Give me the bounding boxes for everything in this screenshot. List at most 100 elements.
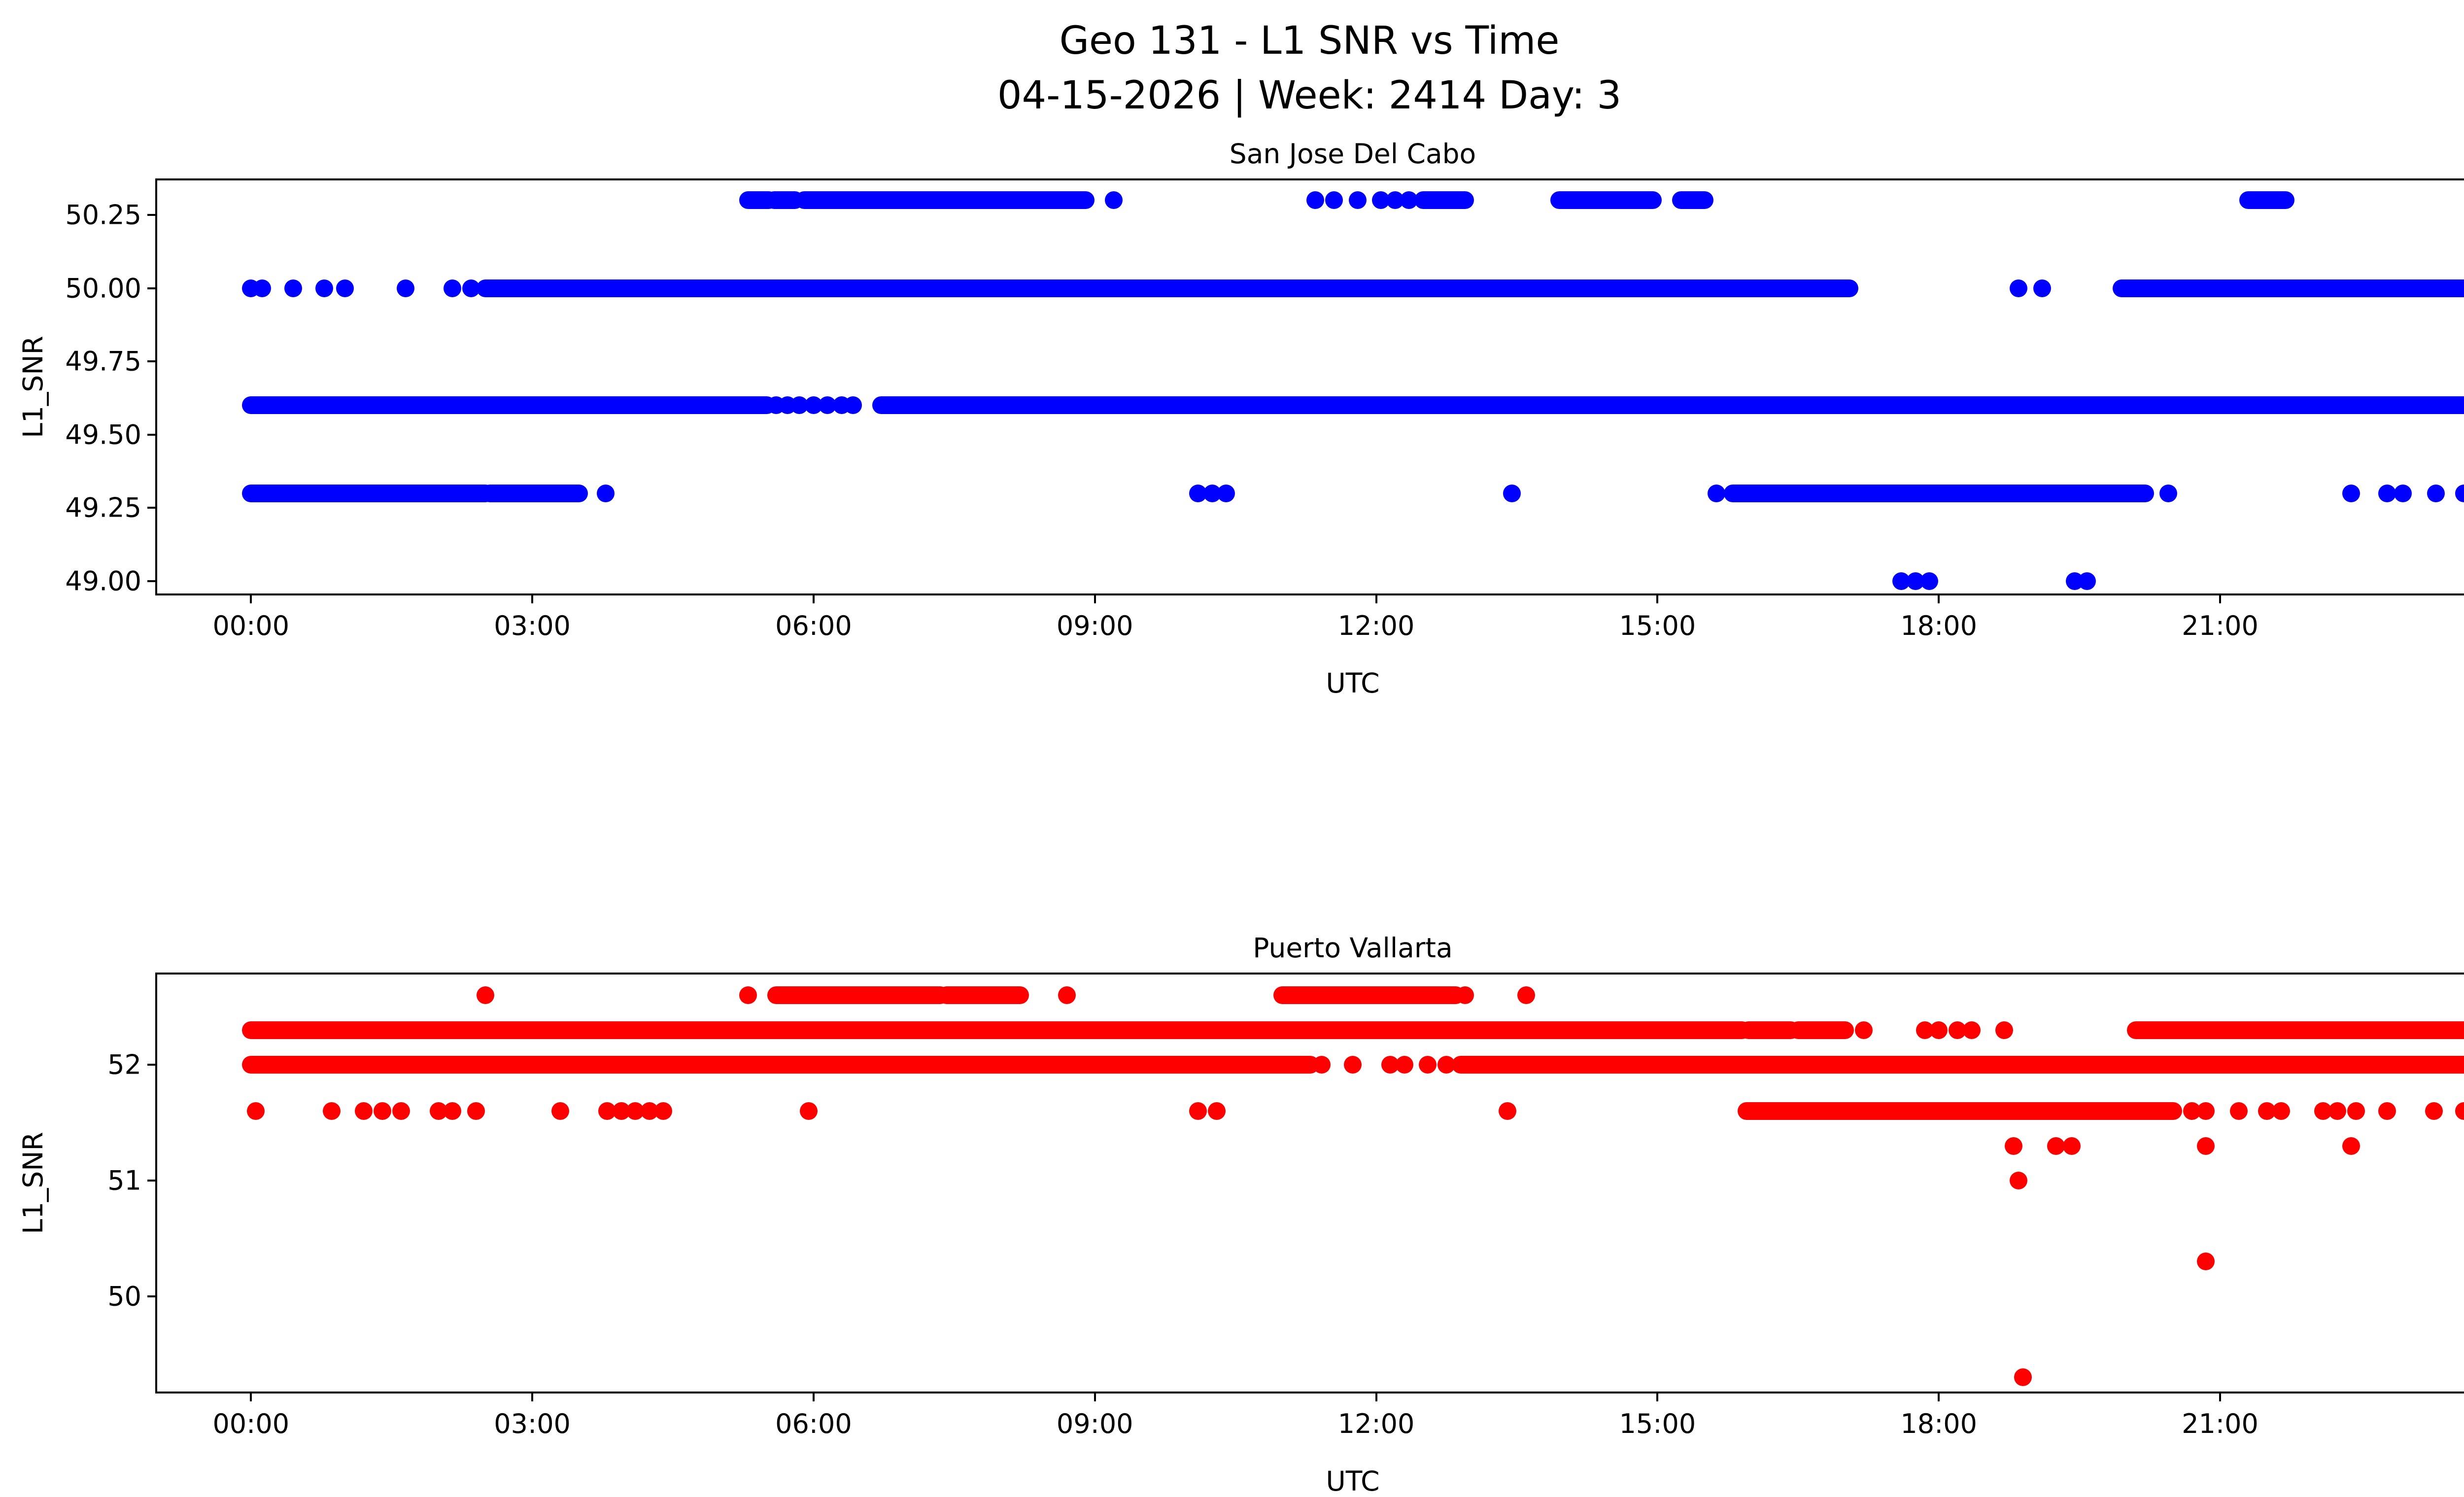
y-tick-mark xyxy=(147,507,157,509)
data-point xyxy=(2378,1102,2396,1120)
data-point xyxy=(462,279,480,297)
x-tick-label: 00:00 xyxy=(212,1408,290,1439)
data-run xyxy=(2126,1021,2464,1039)
data-point xyxy=(1306,191,1324,209)
y-tick-mark xyxy=(147,1295,157,1297)
x-tick-label: 18:00 xyxy=(1900,1408,1978,1439)
x-tick-label: 03:00 xyxy=(494,1408,571,1439)
x-tick-label: 06:00 xyxy=(775,610,852,641)
data-point xyxy=(1058,986,1076,1005)
x-tick-mark xyxy=(1094,1392,1096,1401)
data-run xyxy=(476,279,1859,297)
data-point xyxy=(444,279,462,297)
data-run xyxy=(767,986,949,1005)
data-point xyxy=(2425,1102,2443,1120)
x-axis-label: UTC xyxy=(1326,667,1380,699)
y-tick-mark xyxy=(147,360,157,363)
x-tick-mark xyxy=(812,593,815,603)
y-tick-label: 50 xyxy=(107,1281,141,1312)
y-tick-mark xyxy=(147,433,157,436)
data-point xyxy=(2394,484,2412,502)
x-tick-label: 12:00 xyxy=(1337,1408,1415,1439)
data-point xyxy=(2197,1253,2215,1271)
data-run xyxy=(1738,1102,2182,1120)
data-run xyxy=(1723,484,2154,502)
data-point xyxy=(2455,1102,2464,1120)
data-point xyxy=(1503,484,1521,502)
data-point xyxy=(1708,484,1726,502)
data-point xyxy=(2378,484,2396,502)
data-point xyxy=(2009,279,2027,297)
data-point xyxy=(654,1102,673,1120)
data-point xyxy=(2342,484,2361,502)
data-point xyxy=(373,1102,391,1120)
subplot-puerto-vallarta: Puerto Vallarta L1_SNR UTC 00:00 03:00 06:… xyxy=(17,932,2464,1497)
y-axis-label: L1_SNR xyxy=(17,336,49,438)
data-point xyxy=(1313,1056,1331,1074)
x-tick-label: 09:00 xyxy=(1056,610,1133,641)
data-point xyxy=(551,1102,570,1120)
data-point xyxy=(2159,484,2178,502)
data-point xyxy=(2272,1102,2290,1120)
x-tick-label: 15:00 xyxy=(1619,1408,1696,1439)
x-tick-label: 00:00 xyxy=(2463,1408,2464,1439)
data-point xyxy=(2009,1171,2027,1189)
data-point xyxy=(2063,1137,2081,1155)
y-tick-label: 49.00 xyxy=(65,565,141,597)
data-run xyxy=(242,1056,1320,1074)
y-axis-label: L1_SNR xyxy=(17,1132,49,1234)
data-point xyxy=(1217,484,1235,502)
figure-title-line1: Geo 131 - L1 SNR vs Time xyxy=(1059,19,1560,63)
data-point xyxy=(1400,191,1418,209)
x-tick-label: 09:00 xyxy=(1056,1408,1133,1439)
data-point xyxy=(596,484,615,502)
data-point xyxy=(392,1102,410,1120)
data-point xyxy=(336,279,354,297)
y-tick-mark xyxy=(147,1179,157,1182)
x-tick-mark xyxy=(1375,1392,1377,1401)
data-point xyxy=(1344,1056,1362,1074)
x-tick-label: 06:00 xyxy=(775,1408,852,1439)
data-run xyxy=(1451,1056,2464,1074)
subplot-title: San Jose Del Cabo xyxy=(1229,138,1476,170)
x-tick-mark xyxy=(250,593,252,603)
y-tick-label: 49.25 xyxy=(65,492,141,523)
data-run xyxy=(2113,279,2464,297)
x-axis-label: UTC xyxy=(1326,1465,1380,1497)
data-point xyxy=(1419,1056,1437,1074)
data-point xyxy=(476,986,494,1005)
data-point xyxy=(354,1102,373,1120)
x-tick-mark xyxy=(2219,1392,2222,1401)
y-tick-mark xyxy=(147,1064,157,1066)
data-point xyxy=(1208,1102,1226,1120)
y-tick-label: 51 xyxy=(107,1165,141,1196)
data-point xyxy=(2197,1137,2215,1155)
data-point xyxy=(1962,1021,1981,1039)
data-point xyxy=(2347,1102,2365,1120)
data-run xyxy=(242,1021,1751,1039)
data-point xyxy=(2047,1137,2065,1155)
data-point xyxy=(2427,484,2445,502)
data-point xyxy=(1395,1056,1413,1074)
data-point xyxy=(1104,191,1123,209)
data-run xyxy=(872,396,2464,415)
x-tick-label: 15:00 xyxy=(1619,610,1696,641)
data-point xyxy=(2033,279,2051,297)
data-point xyxy=(1995,1021,2014,1039)
figure-title-line2: 04-15-2026 | Week: 2414 Day: 3 xyxy=(997,73,1622,118)
data-point xyxy=(444,1102,462,1120)
y-tick-mark xyxy=(147,580,157,583)
data-point xyxy=(397,279,415,297)
data-point xyxy=(284,279,302,297)
data-point xyxy=(467,1102,485,1120)
data-point xyxy=(1189,1102,1207,1120)
data-point xyxy=(739,986,757,1005)
y-tick-label: 49.75 xyxy=(65,346,141,377)
data-point xyxy=(1498,1102,1516,1120)
data-run xyxy=(242,396,776,415)
data-run xyxy=(795,191,1095,209)
data-point xyxy=(1325,191,1343,209)
data-run xyxy=(242,484,494,502)
data-point xyxy=(1854,1021,1873,1039)
